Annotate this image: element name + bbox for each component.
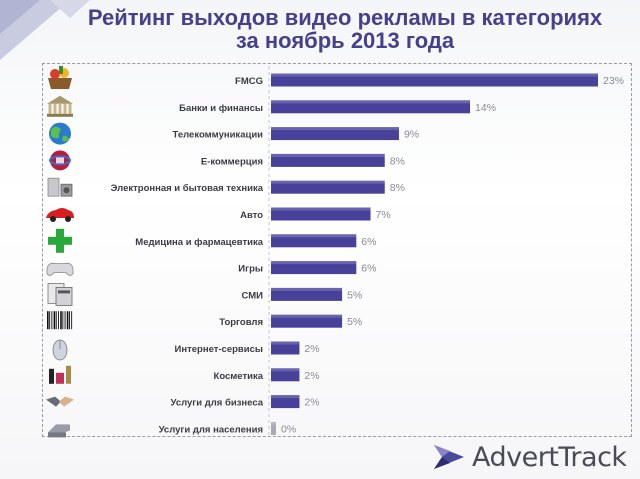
bar-highlight xyxy=(271,127,399,131)
bar xyxy=(271,395,300,409)
bar-highlight xyxy=(271,421,276,425)
value-label: 6% xyxy=(361,263,376,275)
chart-title-line1: Рейтинг выходов видео рекламы в категори… xyxy=(87,5,603,30)
bar xyxy=(271,261,357,275)
value-label: 7% xyxy=(376,209,391,221)
bar-highlight xyxy=(271,368,300,372)
bar xyxy=(271,127,399,141)
category-label: Услуги для бизнеса xyxy=(171,398,264,409)
category-label: Медицина и фармацевтика xyxy=(135,237,263,248)
bar xyxy=(271,421,276,435)
category-label: Е-коммерция xyxy=(201,156,263,167)
grocery-basket-icon xyxy=(48,66,72,89)
bar-highlight xyxy=(271,314,343,318)
pharmacy-cross-icon xyxy=(48,228,72,253)
globe-cart-icon xyxy=(49,150,71,171)
bar-highlight xyxy=(271,341,300,345)
appliances-icon xyxy=(47,177,73,197)
value-label: 5% xyxy=(347,289,362,301)
category-label: FMCG xyxy=(235,76,263,87)
corner-decoration xyxy=(0,0,90,70)
value-label: 14% xyxy=(475,102,496,114)
value-label: 8% xyxy=(390,182,405,194)
handshake-icon xyxy=(46,396,74,407)
newspapers-icon xyxy=(47,282,73,306)
bar xyxy=(271,314,343,328)
value-label: 23% xyxy=(603,75,624,87)
bar xyxy=(271,287,343,301)
services-hand-icon xyxy=(48,424,70,438)
logo-mark-icon xyxy=(434,445,464,469)
value-label: 2% xyxy=(304,343,319,355)
value-label: 2% xyxy=(304,370,319,382)
category-label: Электронная и бытовая техника xyxy=(111,183,264,194)
bank-building-icon xyxy=(47,95,73,117)
red-car-icon xyxy=(46,208,74,222)
value-label: 6% xyxy=(361,236,376,248)
bar xyxy=(271,207,371,221)
category-label: Торговля xyxy=(219,317,263,328)
category-label: Банки и финансы xyxy=(179,103,263,114)
value-label: 9% xyxy=(404,129,419,141)
value-label: 8% xyxy=(390,155,405,167)
category-label: Телекоммуникации xyxy=(173,130,264,141)
bar xyxy=(271,153,385,167)
bar xyxy=(271,180,385,194)
advert-track-logo: AdvertTrack xyxy=(432,440,627,474)
category-label: Игры xyxy=(238,264,263,275)
bar xyxy=(271,100,471,114)
logo-text: AdvertTrack xyxy=(472,441,627,473)
category-label: Услуги для населения xyxy=(159,424,263,435)
gamepad-icon xyxy=(46,262,74,276)
bar-highlight xyxy=(271,395,300,399)
bar-highlight xyxy=(271,153,385,157)
value-label: 2% xyxy=(304,397,319,409)
chart-title: Рейтинг выходов видео рекламы в категори… xyxy=(60,6,630,52)
chart-frame xyxy=(42,63,632,437)
category-label: Авто xyxy=(240,210,263,221)
barcode-icon xyxy=(47,311,73,330)
bar-highlight xyxy=(271,207,371,211)
bar-highlight xyxy=(271,73,598,77)
bar-highlight xyxy=(271,100,471,104)
bar xyxy=(271,234,357,248)
computer-mouse-icon xyxy=(52,339,68,361)
bar xyxy=(271,73,598,87)
value-label: 0% xyxy=(281,423,296,435)
bar xyxy=(271,341,300,355)
category-label: Интернет-сервисы xyxy=(175,344,263,355)
cosmetics-icon xyxy=(49,365,71,384)
category-label: Косметика xyxy=(214,371,264,382)
value-label: 5% xyxy=(347,316,362,328)
category-label: СМИ xyxy=(242,290,264,301)
bar-highlight xyxy=(271,180,385,184)
bar-highlight xyxy=(271,234,357,238)
chart-title-line2: за ноябрь 2013 года xyxy=(235,28,455,53)
bar xyxy=(271,368,300,382)
bar-highlight xyxy=(271,261,357,265)
globe-icon xyxy=(49,122,71,145)
bar-highlight xyxy=(271,287,343,291)
